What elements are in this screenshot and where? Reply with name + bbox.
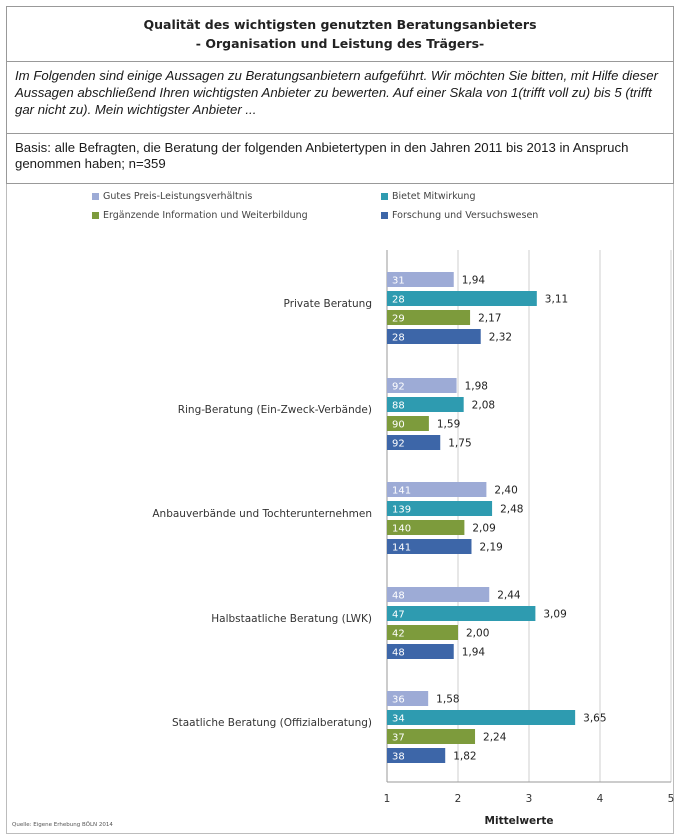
bar (387, 291, 537, 306)
bar-value-label: 2,40 (494, 485, 517, 497)
bar-value-label: 2,17 (478, 313, 501, 325)
bar-count-label: 139 (392, 505, 411, 516)
category-label: Private Beratung (284, 298, 372, 310)
x-tick-label: 2 (455, 793, 462, 805)
legend-swatch (381, 193, 388, 200)
legend-item-information: Ergänzende Information und Weiterbildung (92, 210, 308, 221)
legend-label: Ergänzende Information und Weiterbildung (103, 210, 308, 221)
bar-value-label: 1,59 (437, 419, 460, 431)
bar (387, 625, 458, 640)
bar (387, 272, 454, 287)
bar-value-label: 2,00 (466, 628, 489, 640)
bar-count-label: 47 (392, 610, 405, 621)
bar-count-label: 92 (392, 382, 405, 393)
legend-item-forschung: Forschung und Versuchswesen (381, 210, 538, 221)
bar-value-label: 1,58 (436, 694, 459, 706)
legend-label: Forschung und Versuchswesen (392, 210, 539, 221)
category-label: Staatliche Beratung (Offizialberatung) (172, 717, 372, 729)
bar-count-label: 29 (392, 314, 405, 325)
bar (387, 587, 490, 602)
basis-text: Basis: alle Befragten, die Beratung der … (6, 134, 674, 184)
bar-count-label: 36 (392, 695, 405, 706)
bar-count-label: 37 (392, 733, 405, 744)
bar-count-label: 48 (392, 648, 405, 659)
bar-count-label: 48 (392, 591, 405, 602)
bar (387, 606, 536, 621)
category-label: Anbauverbände und Tochterunternehmen (152, 508, 372, 520)
legend-swatch (92, 193, 99, 200)
bar-count-label: 38 (392, 752, 405, 763)
bar (387, 435, 441, 450)
bar-count-label: 28 (392, 333, 405, 344)
x-tick-label: 1 (384, 793, 391, 805)
x-tick-label: 4 (597, 793, 604, 805)
bar (387, 482, 487, 497)
legend-label: Gutes Preis-Leistungsverhältnis (103, 191, 253, 202)
bar-value-label: 3,65 (583, 713, 606, 725)
bar-value-label: 2,08 (472, 400, 495, 412)
bar-value-label: 2,44 (497, 590, 521, 602)
bar-value-label: 2,19 (479, 542, 502, 554)
question-text: Im Folgenden sind einige Aussagen zu Ber… (6, 62, 674, 134)
x-axis-label: Mittelwerte (485, 815, 554, 827)
bar (387, 397, 464, 412)
bar-value-label: 3,09 (543, 609, 566, 621)
bar (387, 416, 429, 431)
bar-count-label: 140 (392, 524, 411, 535)
x-tick-label: 5 (668, 793, 675, 805)
bar-value-label: 3,11 (545, 294, 568, 306)
bar-value-label: 2,32 (489, 332, 512, 344)
bar-count-label: 141 (392, 543, 411, 554)
bar (387, 329, 481, 344)
category-label: Ring-Beratung (Ein-Zweck-Verbände) (178, 404, 372, 416)
bar-value-label: 1,82 (453, 751, 476, 763)
legend-swatch (92, 212, 99, 219)
bar-value-label: 2,09 (472, 523, 495, 535)
bar (387, 710, 576, 725)
bar-value-label: 2,24 (483, 732, 507, 744)
bar-value-label: 1,75 (448, 438, 471, 450)
bar (387, 501, 493, 516)
bar (387, 310, 471, 325)
bar (387, 644, 454, 659)
legend-label: Bietet Mitwirkung (392, 191, 476, 202)
chart-title: Qualität des wichtigsten genutzten Berat… (143, 17, 537, 32)
bar (387, 520, 465, 535)
x-tick-label: 3 (526, 793, 533, 805)
bar (387, 539, 472, 554)
bar-count-label: 34 (392, 714, 405, 725)
title-box: Qualität des wichtigsten genutzten Berat… (6, 6, 674, 62)
category-label: Halbstaatliche Beratung (LWK) (211, 613, 372, 625)
bar-value-label: 1,94 (462, 275, 486, 287)
bar-value-label: 1,94 (462, 647, 486, 659)
bar-count-label: 28 (392, 295, 405, 306)
bar (387, 691, 429, 706)
bar-count-label: 141 (392, 486, 411, 497)
bar (387, 748, 446, 763)
chart-subtitle: - Organisation und Leistung des Trägers- (195, 36, 485, 51)
legend-swatch (381, 212, 388, 219)
legend-item-mitwirkung: Bietet Mitwirkung (381, 191, 475, 202)
bar-value-label: 1,98 (465, 381, 488, 393)
bar-count-label: 31 (392, 276, 405, 287)
bar (387, 729, 476, 744)
bar-count-label: 42 (392, 629, 405, 640)
bar-count-label: 90 (392, 420, 405, 431)
bar (387, 378, 457, 393)
bar-value-label: 2,48 (500, 504, 523, 516)
legend-item-preis-leistung: Gutes Preis-Leistungsverhältnis (92, 191, 252, 202)
bar-count-label: 92 (392, 439, 405, 450)
bar-count-label: 88 (392, 401, 405, 412)
source-note: Quelle: Eigene Erhebung BÖLN 2014 (12, 822, 113, 828)
